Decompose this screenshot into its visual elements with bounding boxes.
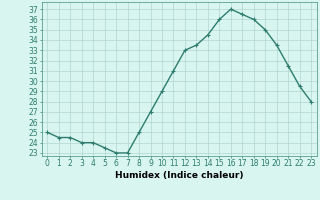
X-axis label: Humidex (Indice chaleur): Humidex (Indice chaleur) — [115, 171, 244, 180]
